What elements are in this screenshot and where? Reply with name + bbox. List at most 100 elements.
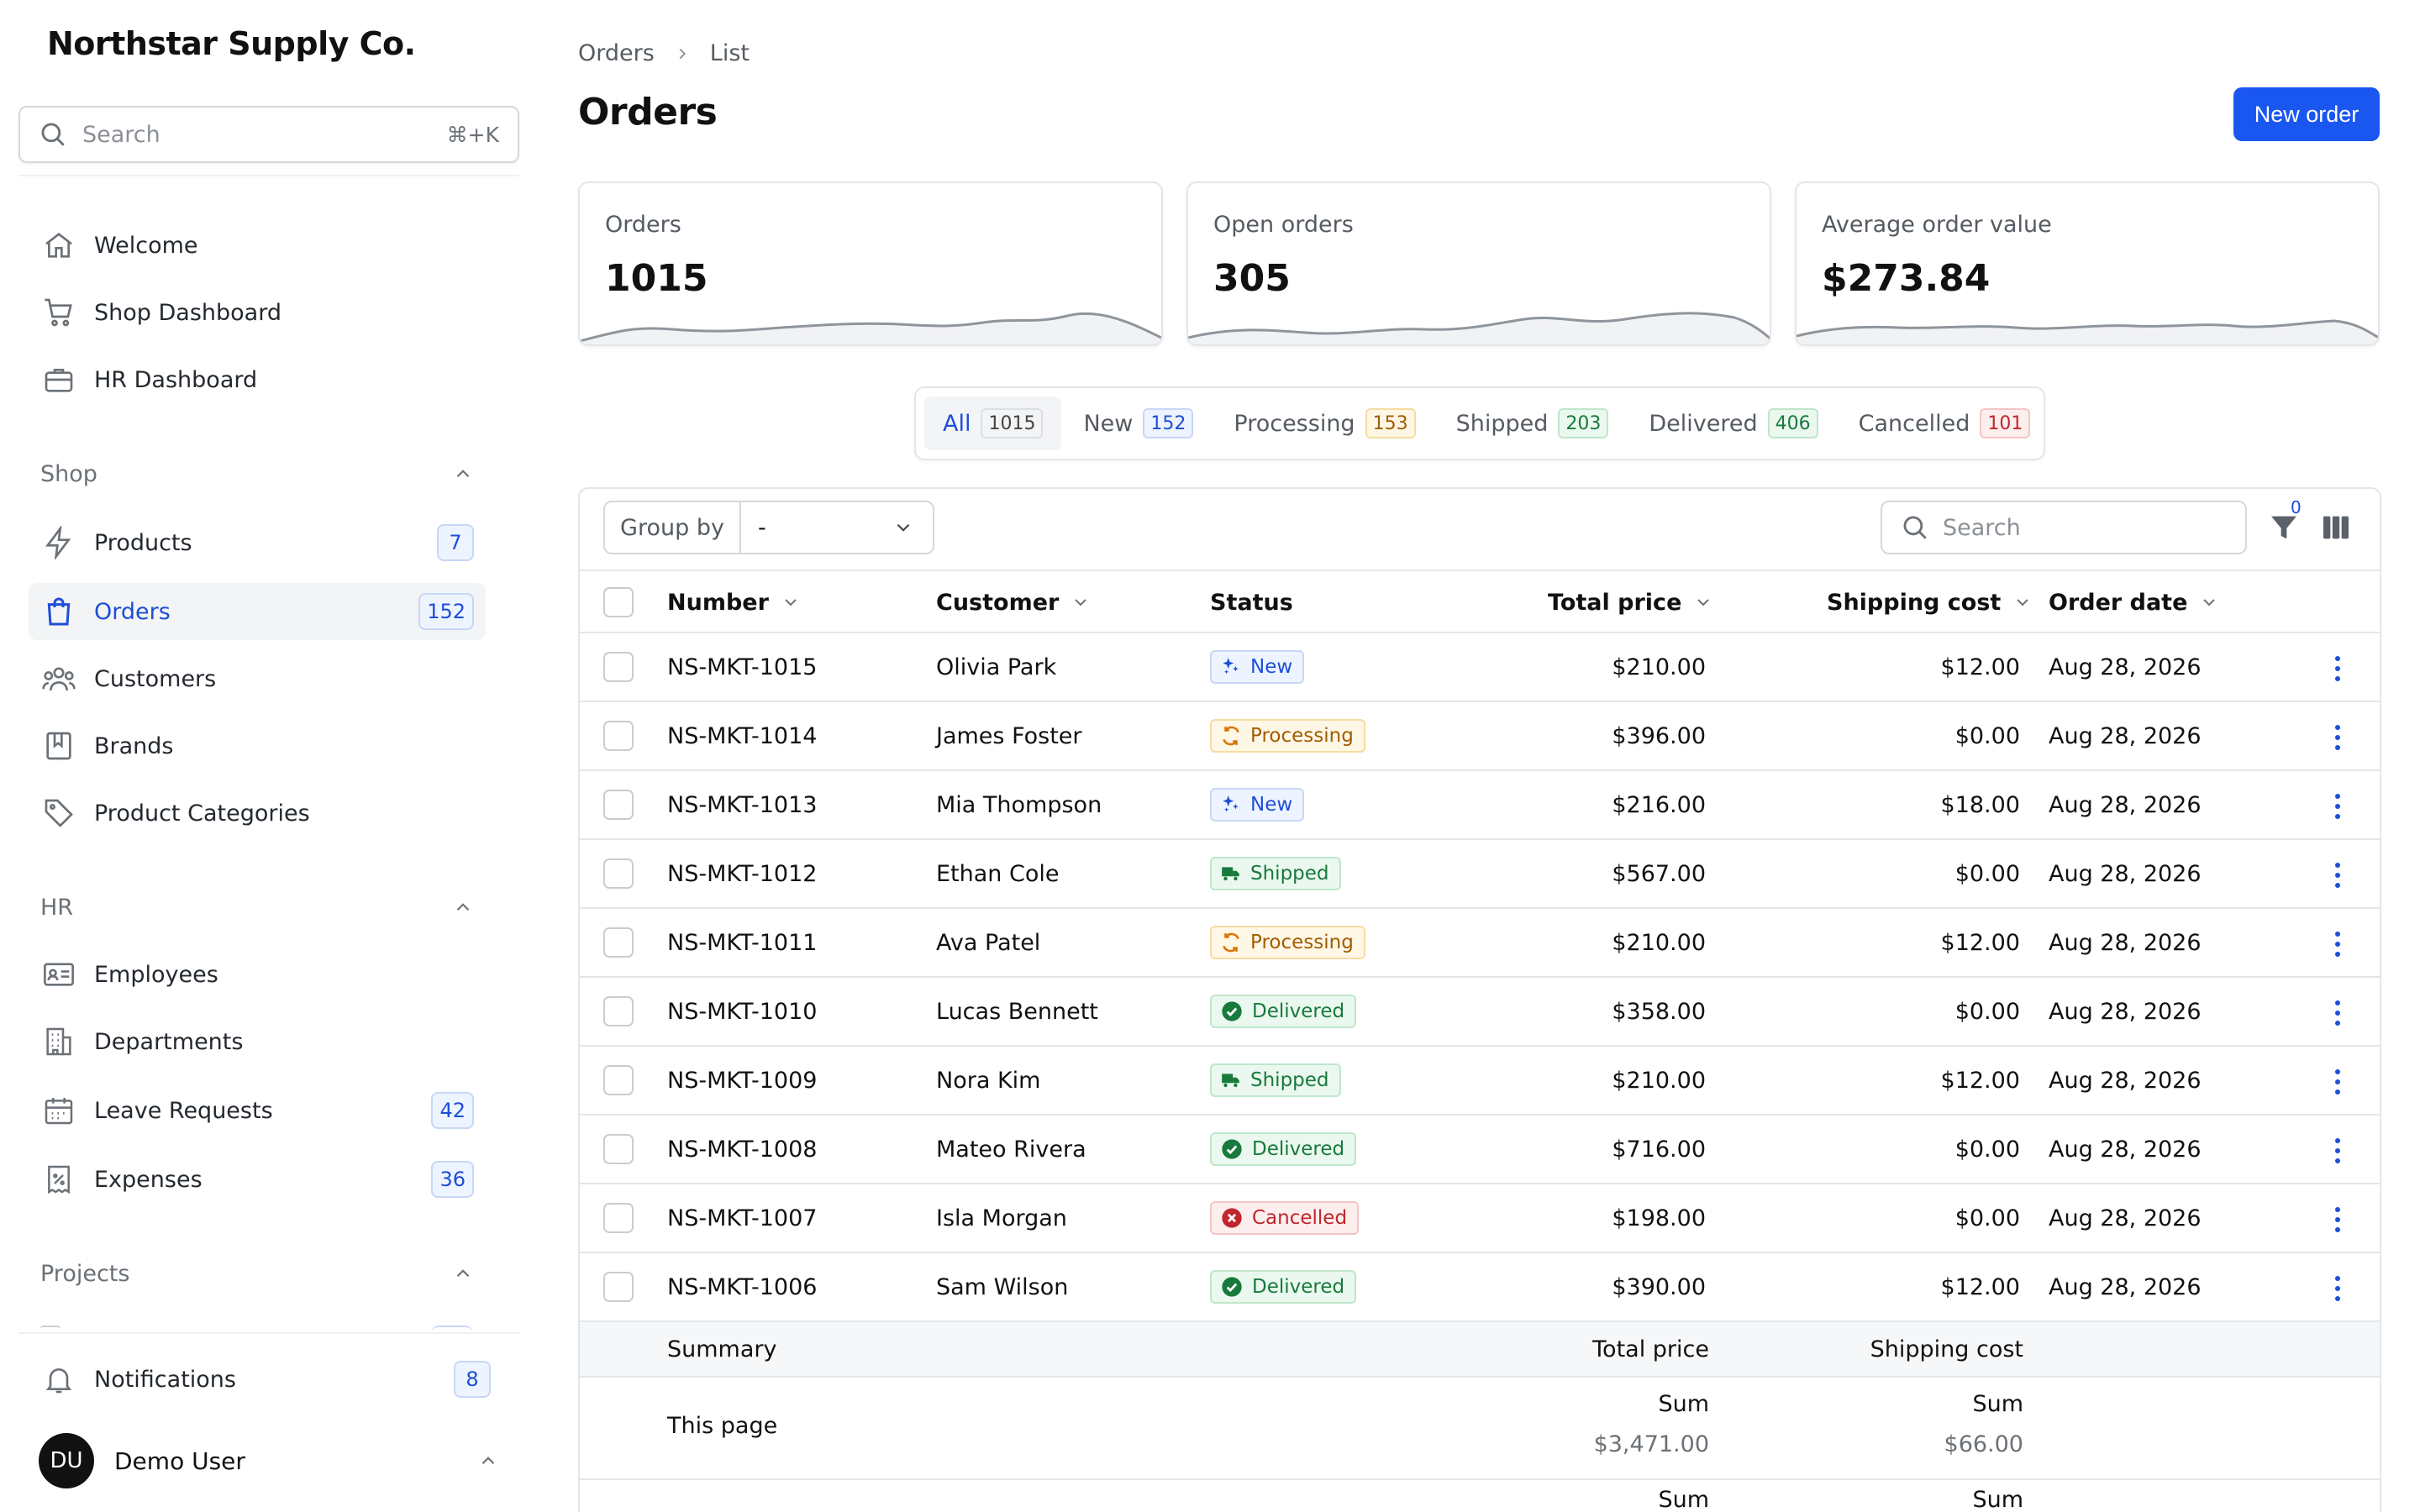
total-price: $396.00 [1612, 722, 1706, 749]
stat-value: 1015 [605, 257, 708, 300]
row-actions-button[interactable] [2323, 1067, 2353, 1097]
tab-delivered[interactable]: Delivered 406 [1630, 396, 1836, 450]
order-number[interactable]: NS-MKT-1008 [667, 1136, 818, 1163]
row-checkbox[interactable] [603, 1065, 634, 1095]
table-row[interactable]: NS-MKT-1012 Ethan Cole Shipped $567.00 $0.00… [580, 840, 2380, 909]
row-checkbox[interactable] [603, 1203, 634, 1233]
sidebar-search-input[interactable]: Search ⌘+K [18, 106, 519, 163]
table-row[interactable]: NS-MKT-1013 Mia Thompson New $216.00 $18.00 A… [580, 771, 2380, 840]
status-badge: Processing [1210, 719, 1365, 753]
sidebar-item-label: Departments [94, 1028, 244, 1055]
row-checkbox[interactable] [603, 996, 634, 1026]
row-actions-button[interactable] [2323, 722, 2353, 753]
sidebar-item-departments[interactable]: Departments [29, 1013, 486, 1070]
tab-processing[interactable]: Processing 153 [1215, 396, 1434, 450]
sidebar-item-hr-dashboard[interactable]: HR Dashboard [29, 351, 486, 408]
order-number[interactable]: NS-MKT-1010 [667, 998, 818, 1025]
row-actions-button[interactable] [2323, 860, 2353, 890]
sidebar-item-welcome[interactable]: Welcome [29, 217, 486, 274]
tab-shipped[interactable]: Shipped 203 [1438, 396, 1628, 450]
section-toggle-shop[interactable]: Shop [40, 457, 474, 491]
stat-value: $273.84 [1822, 257, 1991, 300]
table-row[interactable]: NS-MKT-1015 Olivia Park New $210.00 $12.00 Au… [580, 633, 2380, 702]
row-checkbox[interactable] [603, 652, 634, 682]
table-search-input[interactable]: Search [1881, 501, 2247, 554]
sidebar-item-products[interactable]: Products 7 [29, 514, 486, 571]
column-header-label: Number [667, 589, 769, 616]
table-row[interactable]: NS-MKT-1007 Isla Morgan Cancelled $198.00 $0… [580, 1184, 2380, 1253]
row-actions-button[interactable] [2323, 1205, 2353, 1235]
row-checkbox[interactable] [603, 1134, 634, 1164]
status-cancelled-icon [1220, 1206, 1244, 1230]
sidebar-item-orders[interactable]: Orders 152 [29, 583, 486, 640]
sidebar: Northstar Supply Co. Search ⌘+K Welcome … [0, 0, 538, 1512]
status-delivered-icon [1220, 1275, 1244, 1299]
order-number[interactable]: NS-MKT-1011 [667, 929, 818, 956]
column-header-order-date[interactable]: Order date [2049, 571, 2219, 633]
order-date: Aug 28, 2026 [2049, 998, 2202, 1025]
table-row[interactable]: NS-MKT-1006 Sam Wilson Delivered $390.00 $12… [580, 1253, 2380, 1322]
sidebar-item-customers[interactable]: Customers [29, 650, 486, 707]
columns-toggle-button[interactable] [2319, 511, 2353, 544]
column-header-shipping-cost[interactable]: Shipping cost [1827, 571, 2033, 633]
order-number[interactable]: NS-MKT-1013 [667, 791, 818, 818]
order-number[interactable]: NS-MKT-1012 [667, 860, 818, 887]
order-number[interactable]: NS-MKT-1007 [667, 1205, 818, 1231]
row-checkbox-cell [603, 1184, 634, 1252]
row-actions-button[interactable] [2323, 791, 2353, 822]
column-header-total-price[interactable]: Total price [1548, 571, 1713, 633]
section-toggle-projects[interactable]: Projects [40, 1257, 474, 1290]
customer-name: Sam Wilson [936, 1273, 1069, 1300]
new-order-button[interactable]: New order [2233, 87, 2380, 141]
tab-count: 101 [1980, 408, 2031, 438]
row-checkbox-cell [603, 633, 634, 701]
table-row[interactable]: NS-MKT-1011 Ava Patel Processing $210.00 $12… [580, 909, 2380, 978]
sidebar-item-expenses[interactable]: Expenses 36 [29, 1151, 486, 1208]
row-checkbox[interactable] [603, 927, 634, 958]
table-row[interactable]: NS-MKT-1008 Mateo Rivera Delivered $716.00 $… [580, 1116, 2380, 1184]
section-toggle-hr[interactable]: HR [40, 890, 474, 924]
summary-all-shipping-sum-label: Sum [1972, 1487, 2023, 1512]
column-header-status: Status [1210, 571, 1293, 633]
column-header-label: Order date [2049, 589, 2188, 616]
row-checkbox-cell [603, 978, 634, 1045]
row-actions-button[interactable] [2323, 654, 2353, 684]
customer-name: Ava Patel [936, 929, 1041, 956]
row-actions-button[interactable] [2323, 998, 2353, 1028]
order-number[interactable]: NS-MKT-1014 [667, 722, 818, 749]
table-row[interactable]: NS-MKT-1009 Nora Kim Shipped $210.00 $12.00 A… [580, 1047, 2380, 1116]
tab-count: 406 [1767, 408, 1818, 438]
sidebar-item-employees[interactable]: Employees [29, 946, 486, 1003]
breadcrumb-orders[interactable]: Orders [578, 40, 655, 66]
table-row[interactable]: NS-MKT-1010 Lucas Bennett Delivered $358.00… [580, 978, 2380, 1047]
group-by-select[interactable]: Group by - [603, 501, 934, 554]
filter-icon [2271, 516, 2296, 539]
table-row[interactable]: NS-MKT-1014 James Foster Processing $396.00… [580, 702, 2380, 771]
row-checkbox[interactable] [603, 858, 634, 889]
column-header-number[interactable]: Number [667, 571, 801, 633]
tab-all[interactable]: All 1015 [924, 396, 1062, 450]
sidebar-item-product-categories[interactable]: Product Categories [29, 785, 486, 842]
order-number[interactable]: NS-MKT-1015 [667, 654, 818, 680]
row-actions-button[interactable] [2323, 1273, 2353, 1304]
column-header-customer[interactable]: Customer [936, 571, 1091, 633]
row-checkbox[interactable] [603, 721, 634, 751]
order-number[interactable]: NS-MKT-1006 [667, 1273, 818, 1300]
user-menu[interactable]: DU Demo User [39, 1433, 499, 1488]
status-shipped-icon [1220, 1069, 1242, 1091]
select-all-checkbox[interactable] [603, 587, 634, 617]
filter-button[interactable]: 0 [2267, 497, 2304, 548]
row-actions-button[interactable] [2323, 1136, 2353, 1166]
tab-cancelled[interactable]: Cancelled 101 [1840, 396, 2049, 450]
sidebar-item-label: Brands [94, 732, 174, 759]
sidebar-item-leave-requests[interactable]: Leave Requests 42 [29, 1082, 486, 1139]
row-checkbox[interactable] [603, 790, 634, 820]
row-actions-button[interactable] [2323, 929, 2353, 959]
sidebar-item-shop-dashboard[interactable]: Shop Dashboard [29, 284, 486, 341]
sidebar-item-brands[interactable]: Brands [29, 717, 486, 774]
sidebar-item-notifications[interactable]: Notifications 8 [29, 1351, 502, 1408]
order-number[interactable]: NS-MKT-1009 [667, 1067, 818, 1094]
tab-new[interactable]: New 152 [1065, 396, 1212, 450]
row-checkbox[interactable] [603, 1272, 634, 1302]
users-icon [40, 660, 77, 697]
